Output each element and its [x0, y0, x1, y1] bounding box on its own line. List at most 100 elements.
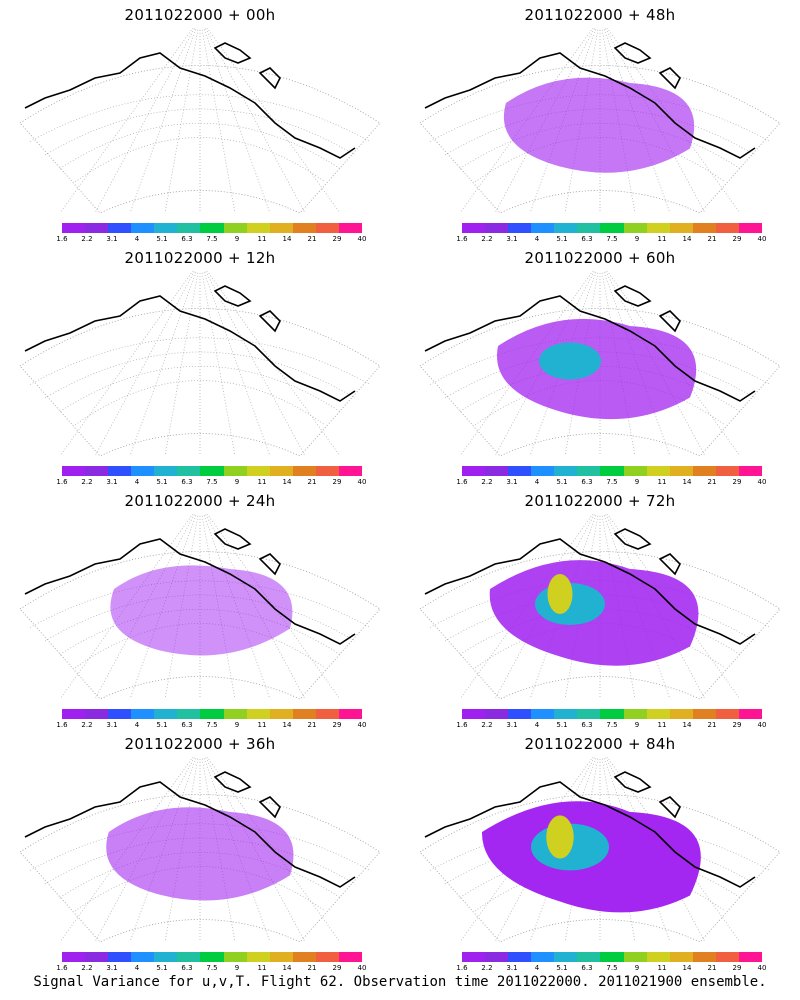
colorbar-swatch [669, 952, 693, 962]
figure-caption: Signal Variance for u,v,T. Flight 62. Ob… [33, 974, 767, 990]
colorbar-tick-label: 11 [657, 964, 667, 972]
map-panel: 2011022000 + 12h 1.6 2.2 3.1 4 5.1 6.3 7.5 9 11 14… [0, 243, 400, 488]
colorbar [462, 709, 763, 719]
colorbar-tick-label: 5.1 [156, 721, 168, 729]
map-boundary [419, 794, 781, 943]
colorbar-swatch [292, 952, 316, 962]
colorbar-tick-label: 5.1 [156, 235, 168, 243]
longitude-line [203, 271, 271, 457]
map-boundary [419, 308, 781, 457]
colorbar-labels: 1.6 2.2 3.1 4 5.1 6.3 7.5 9 11 14 21 29 40 [56, 235, 368, 245]
longitude-line [204, 28, 306, 214]
colorbar-tick-label: 2.2 [481, 964, 493, 972]
colorbar-tick-label: 29 [332, 721, 342, 729]
colorbar-tick-label: 3.1 [106, 235, 118, 243]
colorbar [62, 466, 363, 476]
colorbar-swatch [269, 952, 293, 962]
colorbar-tick-label: 6.3 [581, 721, 593, 729]
colorbar-swatch [62, 223, 86, 233]
colorbar-tick-label: 40 [357, 964, 367, 972]
colorbar-swatch [154, 223, 178, 233]
colorbar-swatch [692, 952, 716, 962]
colorbar-tick-label: 29 [732, 964, 742, 972]
colorbar-swatch [108, 709, 132, 719]
colorbar [462, 952, 763, 962]
colorbar-tick-label: 40 [357, 478, 367, 486]
colorbar-swatch [485, 466, 509, 476]
colorbar-swatch [131, 709, 155, 719]
colorbar-swatch [292, 223, 316, 233]
latitude-line [429, 580, 771, 628]
colorbar-tick-label: 14 [282, 235, 292, 243]
colorbar-tick-label: 29 [332, 235, 342, 243]
colorbar-swatch [600, 223, 624, 233]
colorbar-tick-label: 1.6 [456, 235, 468, 243]
map-boundary [419, 65, 781, 214]
colorbar-tick-label: 4 [534, 964, 540, 972]
colorbar-tick-label: 11 [657, 721, 667, 729]
colorbar-swatch [315, 709, 339, 719]
longitude-line [206, 271, 341, 457]
colorbar-labels: 1.6 2.2 3.1 4 5.1 6.3 7.5 9 11 14 21 29 40 [456, 964, 768, 974]
colorbar-tick-label: 6.3 [581, 478, 593, 486]
polar-map [419, 271, 781, 457]
colorbar-tick-label: 4 [534, 478, 540, 486]
colorbar-tick-label: 5.1 [556, 721, 568, 729]
colorbar-swatch [508, 466, 532, 476]
variance-field [106, 807, 294, 901]
colorbar-tick-label: 5.1 [156, 964, 168, 972]
longitude-line [94, 514, 196, 700]
colorbar-swatch [669, 466, 693, 476]
colorbar-swatch [646, 466, 670, 476]
colorbar-tick-label: 40 [357, 721, 367, 729]
polar-map [19, 271, 381, 457]
longitude-line [494, 28, 596, 214]
colorbar-swatch [315, 952, 339, 962]
panel-title: 2011022000 + 36h [124, 735, 276, 753]
colorbar-swatch [462, 466, 486, 476]
longitude-line [206, 514, 341, 700]
colorbar-tick-label: 1.6 [56, 235, 68, 243]
map-panel: 2011022000 + 72h 1.6 2.2 3.1 4 5.1 6.3 7.5 9 11 14… [400, 486, 800, 731]
colorbar-swatch [738, 466, 763, 476]
colorbar-tick-label: 11 [257, 964, 267, 972]
colorbar-tick-label: 14 [682, 964, 692, 972]
colorbar-swatch [554, 466, 578, 476]
colorbar-tick-label: 4 [134, 964, 140, 972]
colorbar-tick-label: 11 [657, 478, 667, 486]
colorbar-swatch [223, 223, 247, 233]
latitude-line [444, 594, 756, 642]
colorbar-tick-label: 40 [757, 478, 767, 486]
colorbar-labels: 1.6 2.2 3.1 4 5.1 6.3 7.5 9 11 14 21 29 40 [56, 721, 368, 731]
longitude-line [206, 28, 341, 214]
latitude-line [44, 351, 356, 399]
colorbar-tick-label: 29 [332, 478, 342, 486]
map-panel: 2011022000 + 60h 1.6 2.2 3.1 4 5.1 6.3 7.5 9 11 14… [400, 243, 800, 488]
colorbar-tick-label: 3.1 [106, 964, 118, 972]
colorbar-tick-label: 7.5 [606, 235, 618, 243]
colorbar-swatch [62, 952, 86, 962]
colorbar-tick-label: 3.1 [506, 235, 518, 243]
colorbar-swatch [108, 952, 132, 962]
colorbar-swatch [246, 466, 270, 476]
longitude-line [94, 28, 196, 214]
colorbar-swatch [508, 709, 532, 719]
colorbar-tick-label: 6.3 [181, 478, 193, 486]
colorbar-tick-label: 9 [234, 964, 240, 972]
polar-map [419, 514, 781, 700]
colorbar-tick-label: 1.6 [56, 964, 68, 972]
colorbar-tick-label: 40 [757, 964, 767, 972]
colorbar-tick-label: 9 [634, 478, 640, 486]
colorbar-tick-label: 7.5 [606, 478, 618, 486]
colorbar-labels: 1.6 2.2 3.1 4 5.1 6.3 7.5 9 11 14 21 29 40 [456, 478, 768, 488]
colorbar-swatch [485, 952, 509, 962]
colorbar-tick-label: 29 [332, 964, 342, 972]
colorbar-tick-label: 29 [732, 721, 742, 729]
panel-title: 2011022000 + 24h [124, 492, 276, 510]
colorbar-swatch [692, 709, 716, 719]
latitude-line [29, 580, 371, 628]
colorbar-tick-label: 2.2 [81, 235, 93, 243]
colorbar-tick-label: 7.5 [606, 721, 618, 729]
colorbar-tick-label: 4 [134, 721, 140, 729]
colorbar-tick-label: 21 [307, 478, 317, 486]
